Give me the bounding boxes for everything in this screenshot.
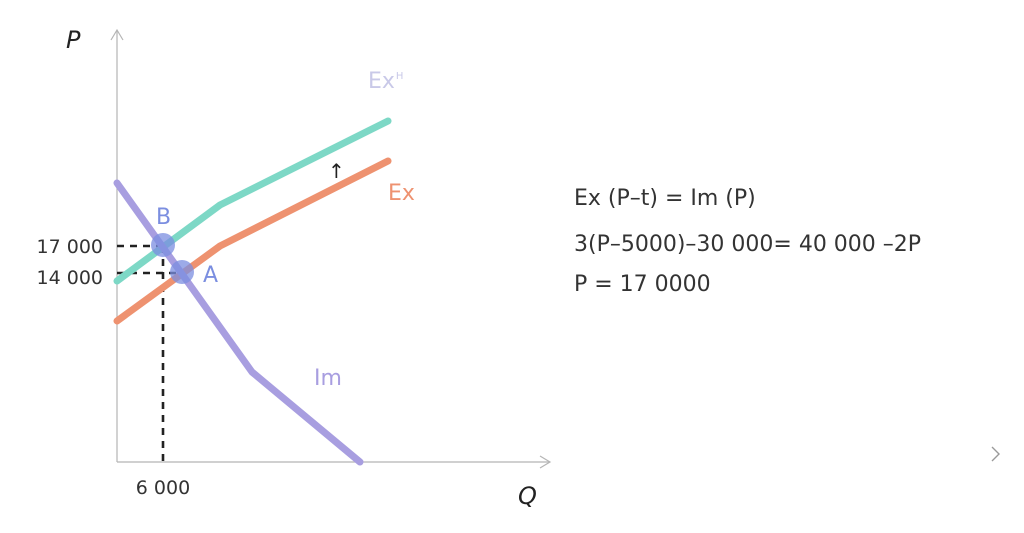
- equation-line-2: 3(P–5000)–30 000= 40 000 –2P: [574, 232, 922, 257]
- equation-line-3: P = 17 0000: [574, 272, 711, 297]
- y-tick-17000: 17 000: [37, 236, 103, 258]
- ex-curve-label: Ex: [388, 181, 415, 206]
- point-a-marker: [170, 260, 194, 284]
- im-curve: [113, 179, 364, 466]
- equation-line-1: Ex (P–t) = Im (P): [574, 186, 756, 211]
- point-a-label: A: [203, 263, 218, 288]
- x-axis-arrow-icon: [539, 455, 552, 469]
- y-axis-arrow-icon: [110, 28, 124, 41]
- y-tick-14000: 14 000: [37, 267, 103, 289]
- ex-curve: [113, 157, 392, 325]
- point-b-marker: [151, 233, 175, 257]
- x-tick-6000: 6 000: [136, 477, 190, 499]
- ex-h-curve-label: ExH: [368, 69, 403, 94]
- ex-h-curve: [113, 117, 392, 285]
- im-curve-label: Im: [314, 366, 342, 391]
- ex-h-label-main: Ex: [368, 69, 395, 94]
- ex-h-label-superscript: H: [396, 71, 404, 82]
- next-slide-button[interactable]: [982, 440, 1010, 468]
- chevron-right-icon: [991, 446, 1000, 462]
- x-axis-label: Q: [518, 482, 537, 510]
- point-b-label: B: [156, 205, 171, 230]
- y-axis-label: P: [66, 26, 81, 54]
- shift-up-arrow-icon: ↑: [328, 159, 345, 183]
